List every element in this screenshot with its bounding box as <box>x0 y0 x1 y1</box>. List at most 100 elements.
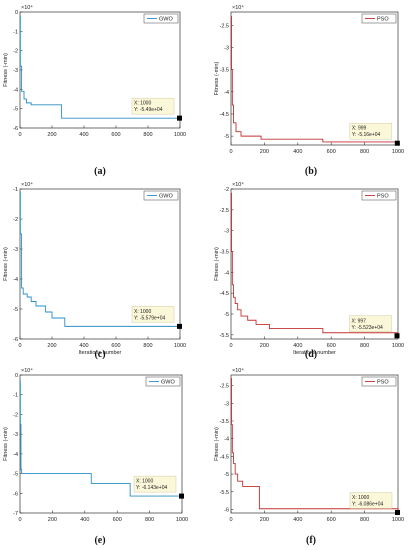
panel-d-xlabel: Iterations number <box>293 350 336 356</box>
panel-f-xtick-label: 0 <box>229 517 232 523</box>
panel-a-ytick-label: -3 <box>13 68 18 74</box>
panel-e-exponent-label: ×10⁴ <box>21 367 33 374</box>
panel-f-plot-area <box>230 374 399 514</box>
panel-d-ytick-label: -3.5 <box>220 250 229 256</box>
panel-a-xtick-label: 600 <box>111 132 120 138</box>
panel-c-ytick-label: -4 <box>13 277 18 283</box>
panel-f-datatip-x: X: 1000 <box>352 495 369 501</box>
panel-b-xtick-label: 800 <box>360 149 369 155</box>
panel-b-legend-label: PSO <box>377 17 389 23</box>
panel-b-datatip-box <box>349 123 393 140</box>
panel-a-datatip-box <box>131 97 175 115</box>
panel-d-ytick-label: -4.5 <box>220 291 229 297</box>
panel-f-datatip-marker <box>395 510 400 516</box>
panel-c-xlabel: Iterations number <box>79 350 122 356</box>
panel-c-datatip-y: Y: -5.579e+04 <box>134 315 165 321</box>
panel-a-datatip-x: X: 1000 <box>134 101 151 107</box>
panel-d-ytick-label: -5.5 <box>220 333 229 339</box>
panel-d-datatip-marker <box>394 333 400 339</box>
panel-a-exponent-label: ×10⁴ <box>21 4 33 11</box>
panel-c-exponent-label: ×10⁴ <box>21 181 33 188</box>
panel-f-ytick-label: -6 <box>224 507 229 513</box>
panel-a-ytick-label: 0 <box>15 10 18 16</box>
panel-a-ytick-label: -5 <box>13 107 18 113</box>
panel-e-ytick-label: -5 <box>13 472 18 478</box>
panel-e-ytick-label: -7 <box>13 511 18 517</box>
caption-d: (d) <box>305 349 317 360</box>
panel-f-datatip-box <box>349 492 393 509</box>
panel-c-ytick-label: -2 <box>13 217 18 223</box>
panel-c-legend-label: GWO <box>159 194 173 200</box>
caption-f: (f) <box>306 535 316 546</box>
panel-a-datatip-marker <box>177 115 182 121</box>
panel-a-datatip-y: Y: -5.49e+04 <box>134 107 163 113</box>
panel-c-datatip-marker <box>177 323 182 329</box>
panel-f-series-line <box>231 378 399 513</box>
panel-b-xtick-label: 200 <box>260 149 269 155</box>
panel-b-ytick-label: -4.5 <box>220 112 229 118</box>
panel-f-ytick-label: -4 <box>224 437 229 443</box>
panel-e-xtick-label: 800 <box>145 517 154 523</box>
panel-a-xtick-label: 1000 <box>174 132 186 138</box>
panel-a-ylabel: Fitness (-min) <box>3 53 9 87</box>
panel-b-xtick-label: 600 <box>327 149 336 155</box>
panel-c-xtick-label: 1000 <box>174 343 186 349</box>
panel-c-xtick-label: 400 <box>79 343 88 349</box>
panel-a-series-line <box>19 15 180 119</box>
panel-f-chart: 0 200 400 600 800 1000 -2.5 -3 -3.5 -4 -4.5 -5 -5.5 -… <box>214 367 404 523</box>
panel-e-ylabel: Fitness (-min) <box>3 427 9 461</box>
panel-b-ytick-label: -3 <box>224 45 229 51</box>
panel-b-xtick-label: 400 <box>293 149 302 155</box>
panel-b-chart: 0 200 400 600 800 1000 -2.5 -3 -3.5 -4 -4.5 -5 ×10⁴ F… <box>214 4 404 155</box>
panel-e-xtick-label: 200 <box>48 517 57 523</box>
panel-e-ytick-label: -1 <box>13 393 18 399</box>
panel-f-xtick-label: 800 <box>360 517 369 523</box>
panel-a-xtick-label: 800 <box>143 132 152 138</box>
panel-d-xtick-label: 1000 <box>392 343 404 349</box>
panel-c-xtick-label: 0 <box>18 343 21 349</box>
panel-e-ytick-label: -6 <box>13 491 18 497</box>
panel-b-xtick-label: 0 <box>229 149 232 155</box>
panel-e-ytick-label: 0 <box>15 373 18 379</box>
panel-f-xtick-label: 200 <box>260 517 269 523</box>
panel-c-ytick-label: -1 <box>13 187 18 193</box>
panel-b-plot-area <box>230 11 399 146</box>
panel-a-ytick-label: -1 <box>13 29 18 35</box>
panel-e-legend-label: GWO <box>161 380 175 386</box>
panel-e-xtick-label: 400 <box>80 517 89 523</box>
panel-d-datatip-x: X: 997 <box>351 318 366 324</box>
panel-d-datatip-box <box>349 315 392 332</box>
panel-d-plot-area <box>230 188 399 340</box>
panel-f-ytick-label: -3.5 <box>220 419 229 425</box>
panel-a-legend-label: GWO <box>159 17 173 23</box>
panel-d-exponent-label: ×10⁴ <box>232 181 244 188</box>
panel-f-ytick-label: -4.5 <box>220 454 229 460</box>
panel-d-xtick-label: 0 <box>229 343 232 349</box>
panel-f-datatip-y: Y: -6.086e+04 <box>352 502 383 508</box>
panel-a-xtick-label: 200 <box>47 132 56 138</box>
panel-c-ytick-label: -3 <box>13 247 18 253</box>
panel-a-chart: 0 200 400 600 800 1000 0 -1 -2 -3 -4 -5 -6 ×10⁴ Fitnes… <box>3 4 186 138</box>
panel-f-ytick-label: -3 <box>224 401 229 407</box>
panel-e-xtick-label: 0 <box>18 517 21 523</box>
panel-b-datatip-x: X: 999 <box>352 126 367 132</box>
panel-a-ytick-label: -6 <box>13 126 18 132</box>
panel-b-ytick-label: -4 <box>224 90 229 96</box>
panel-d-legend-label: PSO <box>377 194 389 200</box>
panel-f-xtick-label: 1000 <box>392 517 404 523</box>
panel-e-datatip-box <box>133 475 177 493</box>
panel-b-ytick-label: -3.5 <box>220 68 229 74</box>
panel-c-xtick-label: 600 <box>111 343 120 349</box>
panel-d-ytick-label: -3 <box>224 229 229 235</box>
panel-d-ytick-label: -4 <box>224 270 229 276</box>
panel-b-datatip-y: Y: -5.16e+04 <box>352 132 381 138</box>
panel-d-series-line <box>231 192 398 337</box>
panel-d-ytick-label: -5 <box>224 312 229 318</box>
panel-b-legend-box <box>361 13 397 24</box>
panel-c-xtick-label: 200 <box>47 343 56 349</box>
caption-c: (c) <box>94 349 105 360</box>
panel-f-xtick-label: 600 <box>327 517 336 523</box>
panel-d-xtick-label: 600 <box>327 343 336 349</box>
caption-a: (a) <box>94 166 106 177</box>
panel-b-xtick-label: 1000 <box>392 149 404 155</box>
